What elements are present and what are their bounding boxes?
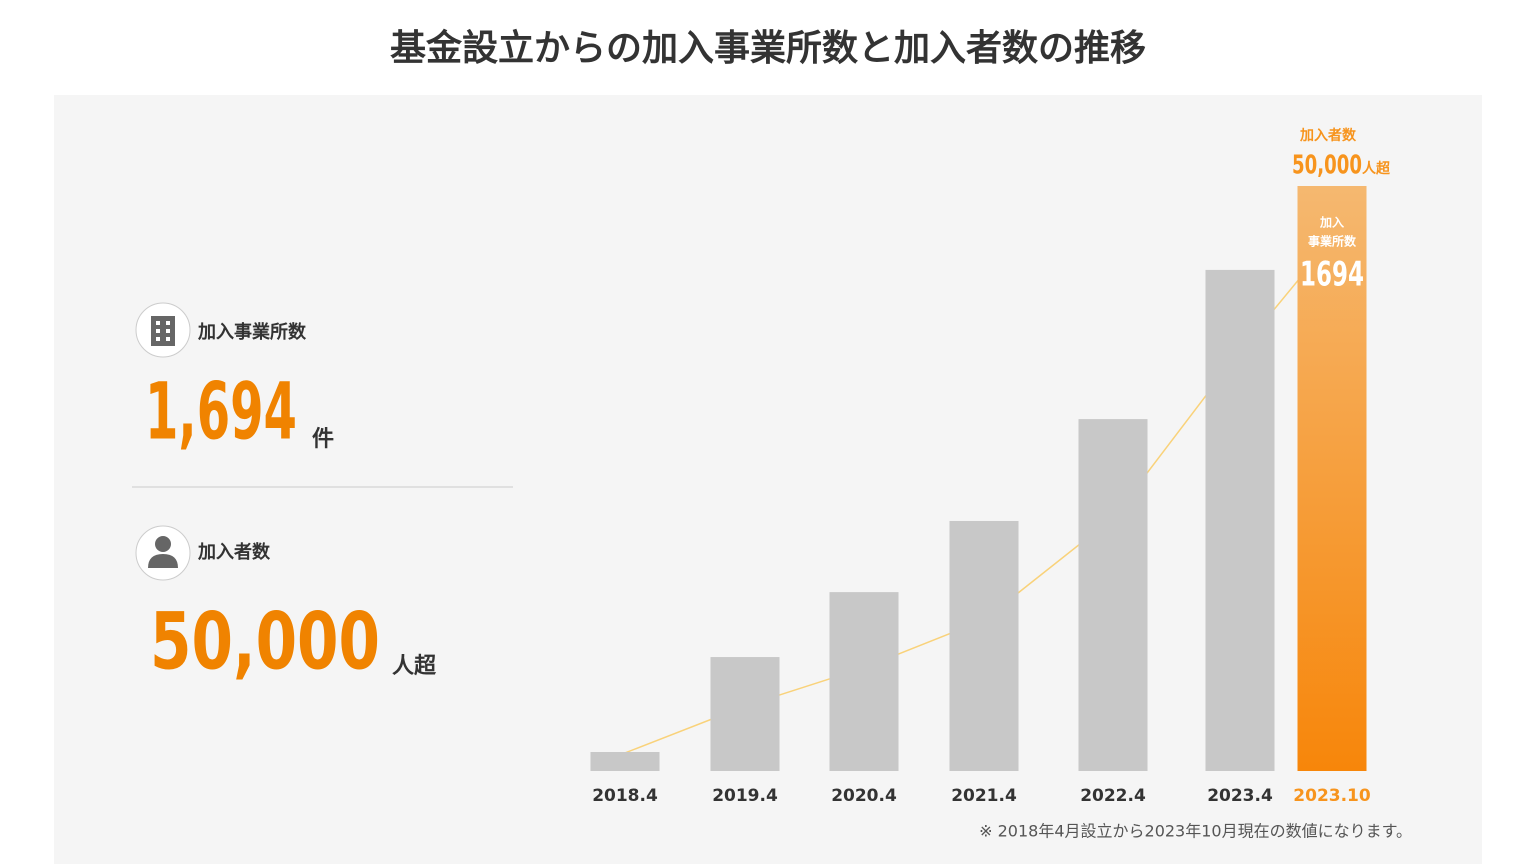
title: 基金設立からの加入事業所数と加入者数の推移 — [390, 27, 1146, 69]
stat-unit: 件 — [312, 427, 334, 452]
stat-label: 加入事業所数 — [197, 321, 307, 343]
x-tick-label: 2019.4 — [712, 786, 778, 806]
line-data-label: 50,000 — [1292, 151, 1362, 181]
stat-label: 加入者数 — [197, 541, 271, 563]
bar — [590, 752, 660, 771]
x-tick-label: 2022.4 — [1080, 786, 1146, 806]
line-unit: 人超 — [1362, 160, 1391, 177]
bar — [1078, 419, 1148, 771]
footnote: ※ 2018年4月設立から2023年10月現在の数値になります。 — [979, 822, 1412, 841]
building-glyph — [151, 316, 175, 346]
chart: 2018.4 2019.4 2020.4 2021.4 2022.4 2023.4 2023… — [590, 127, 1412, 841]
bar — [829, 592, 899, 771]
x-tick-label: 2021.4 — [951, 786, 1017, 806]
x-tick-label: 2018.4 — [592, 786, 658, 806]
x-tick-label: 2023.10 — [1293, 786, 1371, 806]
person-glyph — [148, 536, 178, 568]
bar-name: 事業所数 — [1308, 234, 1357, 249]
stat-unit: 人超 — [392, 654, 437, 679]
line-name: 加入者数 — [1299, 127, 1357, 144]
stat-value: 50,000 — [150, 597, 380, 687]
data-label: 1694 — [1300, 255, 1364, 295]
bar — [710, 657, 780, 771]
x-tick-label: 2020.4 — [831, 786, 897, 806]
stat-value: 1,694 — [145, 367, 297, 457]
person-icon — [135, 525, 191, 581]
x-tick-label: 2023.4 — [1207, 786, 1273, 806]
bar — [1297, 186, 1367, 771]
bar — [1205, 269, 1275, 771]
bar — [949, 520, 1019, 771]
bar-name: 加入 — [1319, 215, 1344, 230]
